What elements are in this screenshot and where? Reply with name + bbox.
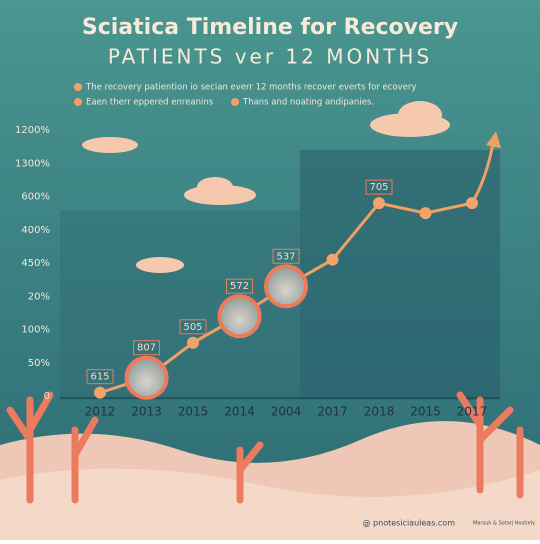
y-tick-label: 1300%: [15, 158, 50, 169]
footer: @ pnotesiciauleas.com: [363, 519, 456, 528]
legend-label: The recovery patiention io secian everr …: [85, 83, 416, 93]
x-tick-label: 2015: [178, 405, 209, 419]
y-tick-label: 400%: [21, 225, 50, 236]
x-tick-label: 2017: [457, 405, 488, 419]
x-tick-label: 2017: [317, 405, 348, 419]
point: [419, 207, 432, 220]
legend-marker: [74, 83, 82, 91]
x-tick-label: 2004: [271, 405, 302, 419]
clouds: [82, 101, 450, 273]
legend-marker: [74, 98, 82, 106]
annotation-box: [179, 319, 207, 335]
annotation: 537: [276, 251, 295, 262]
footer: Marsuh & Sotarj Hostiely: [473, 521, 535, 527]
sand: [0, 468, 540, 540]
point: [466, 197, 478, 210]
point: [264, 264, 308, 309]
annotation: 505: [183, 322, 202, 333]
coral: [6, 391, 524, 504]
point: [217, 294, 262, 339]
y-tick-label: 20%: [28, 291, 50, 302]
annotation-box: [226, 278, 253, 294]
point: [187, 336, 199, 349]
x-tick-label: 2018: [364, 405, 395, 419]
x-tick-label: 2015: [410, 405, 441, 419]
chart-title: Sciatica Timeline for Recovery: [82, 15, 458, 40]
y-tick-label: 450%: [21, 258, 50, 269]
annotation: 705: [369, 182, 388, 193]
x-tick-label: 2012: [85, 405, 116, 419]
y-tick-label: 600%: [21, 192, 50, 203]
x-tick-label: 2014: [224, 405, 255, 419]
annotation: 807: [137, 343, 156, 354]
plot-texture: [300, 150, 500, 400]
y-tick-label: 50%: [28, 358, 50, 369]
legend-label: Thans and noating andipanies.: [242, 98, 374, 108]
x-tick-label: 2013: [131, 405, 162, 419]
annotation-box: [365, 179, 393, 195]
annotation-box: [133, 340, 160, 356]
point: [94, 386, 106, 399]
y-tick-label: 1200%: [15, 125, 50, 136]
plot-texture: [60, 210, 300, 400]
annotation: 615: [90, 372, 109, 383]
chart-subtitle: PATIENTS ver 12 MONTHS: [108, 45, 432, 69]
point: [373, 197, 385, 210]
legend-label: Eaen therr eppered enreanins: [86, 98, 214, 108]
annotation-box: [272, 248, 300, 264]
point: [124, 355, 169, 400]
y-tick-label: 0: [44, 391, 50, 402]
point: [326, 253, 339, 266]
legend-marker: [231, 98, 239, 106]
y-tick-label: 100%: [21, 325, 50, 336]
annotation: 572: [230, 281, 249, 292]
annotation-box: [86, 369, 114, 385]
arrow-head: [486, 131, 501, 149]
